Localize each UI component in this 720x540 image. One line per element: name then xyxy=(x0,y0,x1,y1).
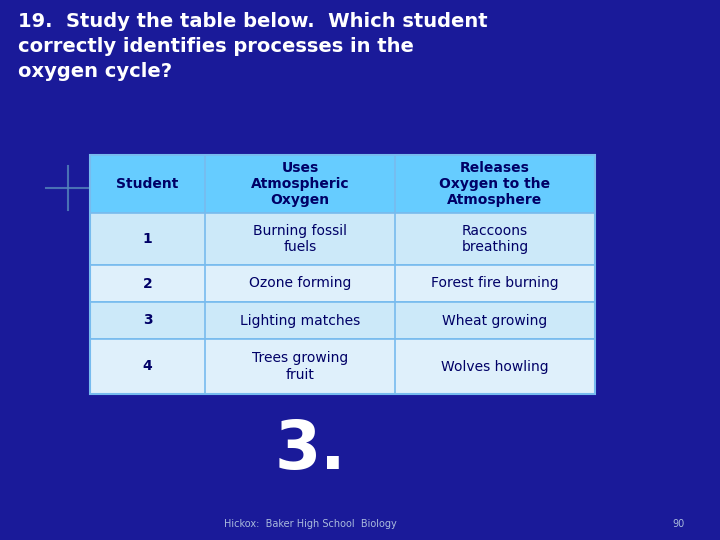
Text: 19.  Study the table below.  Which student
correctly identifies processes in the: 19. Study the table below. Which student… xyxy=(18,12,487,81)
Text: 2: 2 xyxy=(143,276,153,291)
Bar xyxy=(90,155,595,394)
Text: Ozone forming: Ozone forming xyxy=(249,276,351,291)
Text: Uses
Atmospheric
Oxygen: Uses Atmospheric Oxygen xyxy=(251,161,349,207)
Text: Wolves howling: Wolves howling xyxy=(441,360,549,374)
Text: 3.: 3. xyxy=(274,417,346,483)
Text: Burning fossil
fuels: Burning fossil fuels xyxy=(253,224,347,254)
Text: 3: 3 xyxy=(143,314,153,327)
Text: 4: 4 xyxy=(143,360,153,374)
Text: Forest fire burning: Forest fire burning xyxy=(431,276,559,291)
Text: Releases
Oxygen to the
Atmosphere: Releases Oxygen to the Atmosphere xyxy=(439,161,551,207)
Text: Hickox:  Baker High School  Biology: Hickox: Baker High School Biology xyxy=(224,519,397,529)
Bar xyxy=(90,155,595,213)
Bar xyxy=(90,302,595,339)
Bar xyxy=(90,213,595,265)
Text: Trees growing
fruit: Trees growing fruit xyxy=(252,352,348,382)
Text: Raccoons
breathing: Raccoons breathing xyxy=(462,224,528,254)
Text: Lighting matches: Lighting matches xyxy=(240,314,360,327)
Text: 90: 90 xyxy=(672,519,685,529)
Text: Wheat growing: Wheat growing xyxy=(442,314,548,327)
Text: 1: 1 xyxy=(143,232,153,246)
Bar xyxy=(90,339,595,394)
Text: Student: Student xyxy=(117,177,179,191)
Bar xyxy=(90,265,595,302)
